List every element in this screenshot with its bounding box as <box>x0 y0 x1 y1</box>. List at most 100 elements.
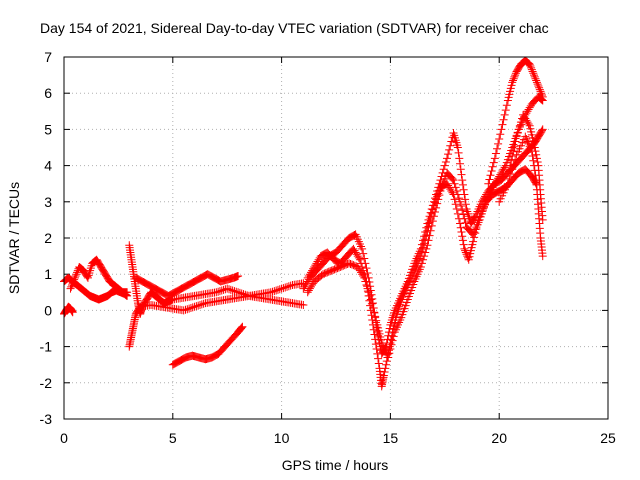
data-point-marker <box>451 200 460 209</box>
data-point-marker <box>196 300 204 309</box>
data-point-marker <box>530 139 539 148</box>
data-point-marker <box>531 147 540 156</box>
data-point-marker <box>498 120 507 129</box>
data-point-marker <box>433 199 442 208</box>
data-point-marker <box>73 268 82 277</box>
data-point-marker <box>442 154 451 163</box>
data-point-marker <box>529 69 538 78</box>
data-point-marker <box>535 85 544 94</box>
data-point-marker <box>509 147 518 156</box>
data-point-marker <box>525 60 534 69</box>
data-point-marker <box>506 170 515 179</box>
data-point-marker <box>535 83 544 92</box>
y-axis-label: SDTVAR / TECUs <box>6 182 22 294</box>
data-point-marker <box>420 252 429 261</box>
data-point-marker <box>236 324 245 333</box>
data-point-marker <box>459 185 468 194</box>
data-point-marker <box>199 299 208 308</box>
data-point-marker <box>534 81 543 90</box>
data-point-marker <box>434 195 443 204</box>
data-point-marker <box>214 287 223 296</box>
data-point-marker <box>459 210 468 219</box>
data-point-marker <box>461 195 470 204</box>
data-point-marker <box>530 72 539 81</box>
data-point-marker <box>526 62 535 71</box>
data-point-marker <box>183 305 192 314</box>
data-point-marker <box>532 78 541 87</box>
data-point-marker <box>360 273 369 282</box>
data-point-marker <box>538 125 547 134</box>
data-point-marker <box>450 179 459 188</box>
data-point-marker <box>388 336 397 345</box>
data-point-marker <box>188 303 197 312</box>
data-point-marker <box>488 162 497 171</box>
data-point-marker <box>448 188 457 197</box>
chart-title: Day 154 of 2021, Sidereal Day-to-day VTE… <box>40 20 549 36</box>
x-tick-label: 0 <box>60 430 68 446</box>
data-point-marker <box>368 303 377 312</box>
data-point-marker <box>363 284 372 293</box>
data-point-marker <box>431 208 440 217</box>
data-point-marker <box>379 371 388 380</box>
data-point-marker <box>454 148 463 157</box>
data-point-marker <box>459 240 468 249</box>
data-point-marker <box>508 151 517 160</box>
data-point-marker <box>237 323 246 332</box>
data-point-marker <box>449 176 458 185</box>
y-tick-label: -1 <box>40 339 53 355</box>
data-point-marker <box>416 262 425 271</box>
series-trace-2 <box>60 302 77 319</box>
x-tick-label: 5 <box>169 430 177 446</box>
data-point-marker <box>527 65 536 74</box>
data-point-marker <box>421 248 430 257</box>
data-point-marker <box>484 179 493 188</box>
data-point-marker <box>360 254 369 263</box>
data-point-marker <box>419 255 428 264</box>
y-tick-label: 7 <box>44 49 52 65</box>
data-point-marker <box>533 80 542 89</box>
data-point-marker <box>456 219 465 228</box>
data-point-marker <box>385 349 394 358</box>
data-point-marker <box>458 206 467 215</box>
data-point-marker <box>226 285 235 294</box>
data-point-marker <box>458 180 467 189</box>
data-point-marker <box>190 302 199 311</box>
y-tick-label: -3 <box>40 411 53 427</box>
data-point-marker <box>457 170 466 179</box>
data-point-marker <box>389 332 398 341</box>
data-point-marker <box>452 205 461 214</box>
data-point-marker <box>446 141 455 150</box>
data-point-marker <box>527 63 536 72</box>
data-point-marker <box>371 312 380 321</box>
data-point-marker <box>470 213 479 222</box>
data-point-marker <box>71 272 80 281</box>
data-point-marker <box>487 167 496 176</box>
data-point-marker <box>538 215 547 224</box>
y-tick-label: 1 <box>44 266 52 282</box>
data-point-marker <box>538 92 547 101</box>
data-point-marker <box>426 226 435 235</box>
data-point-marker <box>536 87 545 96</box>
series-trace-5 <box>125 279 308 351</box>
data-point-marker <box>217 286 226 295</box>
series-trace-8 <box>303 165 541 391</box>
data-point-marker <box>181 305 190 314</box>
x-tick-label: 25 <box>600 430 616 446</box>
data-point-marker <box>223 284 232 293</box>
data-point-marker <box>508 78 517 87</box>
data-point-marker <box>456 197 465 206</box>
data-point-marker <box>423 219 432 228</box>
data-point-marker <box>417 240 426 249</box>
data-point-marker <box>230 287 239 296</box>
data-point-marker <box>284 282 293 291</box>
data-point-marker <box>431 194 440 203</box>
data-point-marker <box>448 174 457 183</box>
data-point-marker <box>500 110 509 119</box>
data-point-marker <box>421 227 430 236</box>
series-trace-11 <box>484 56 547 188</box>
data-point-marker <box>277 284 286 293</box>
data-point-marker <box>514 125 523 134</box>
data-point-marker <box>359 249 368 258</box>
data-point-marker <box>238 322 247 331</box>
data-point-marker <box>456 165 465 174</box>
